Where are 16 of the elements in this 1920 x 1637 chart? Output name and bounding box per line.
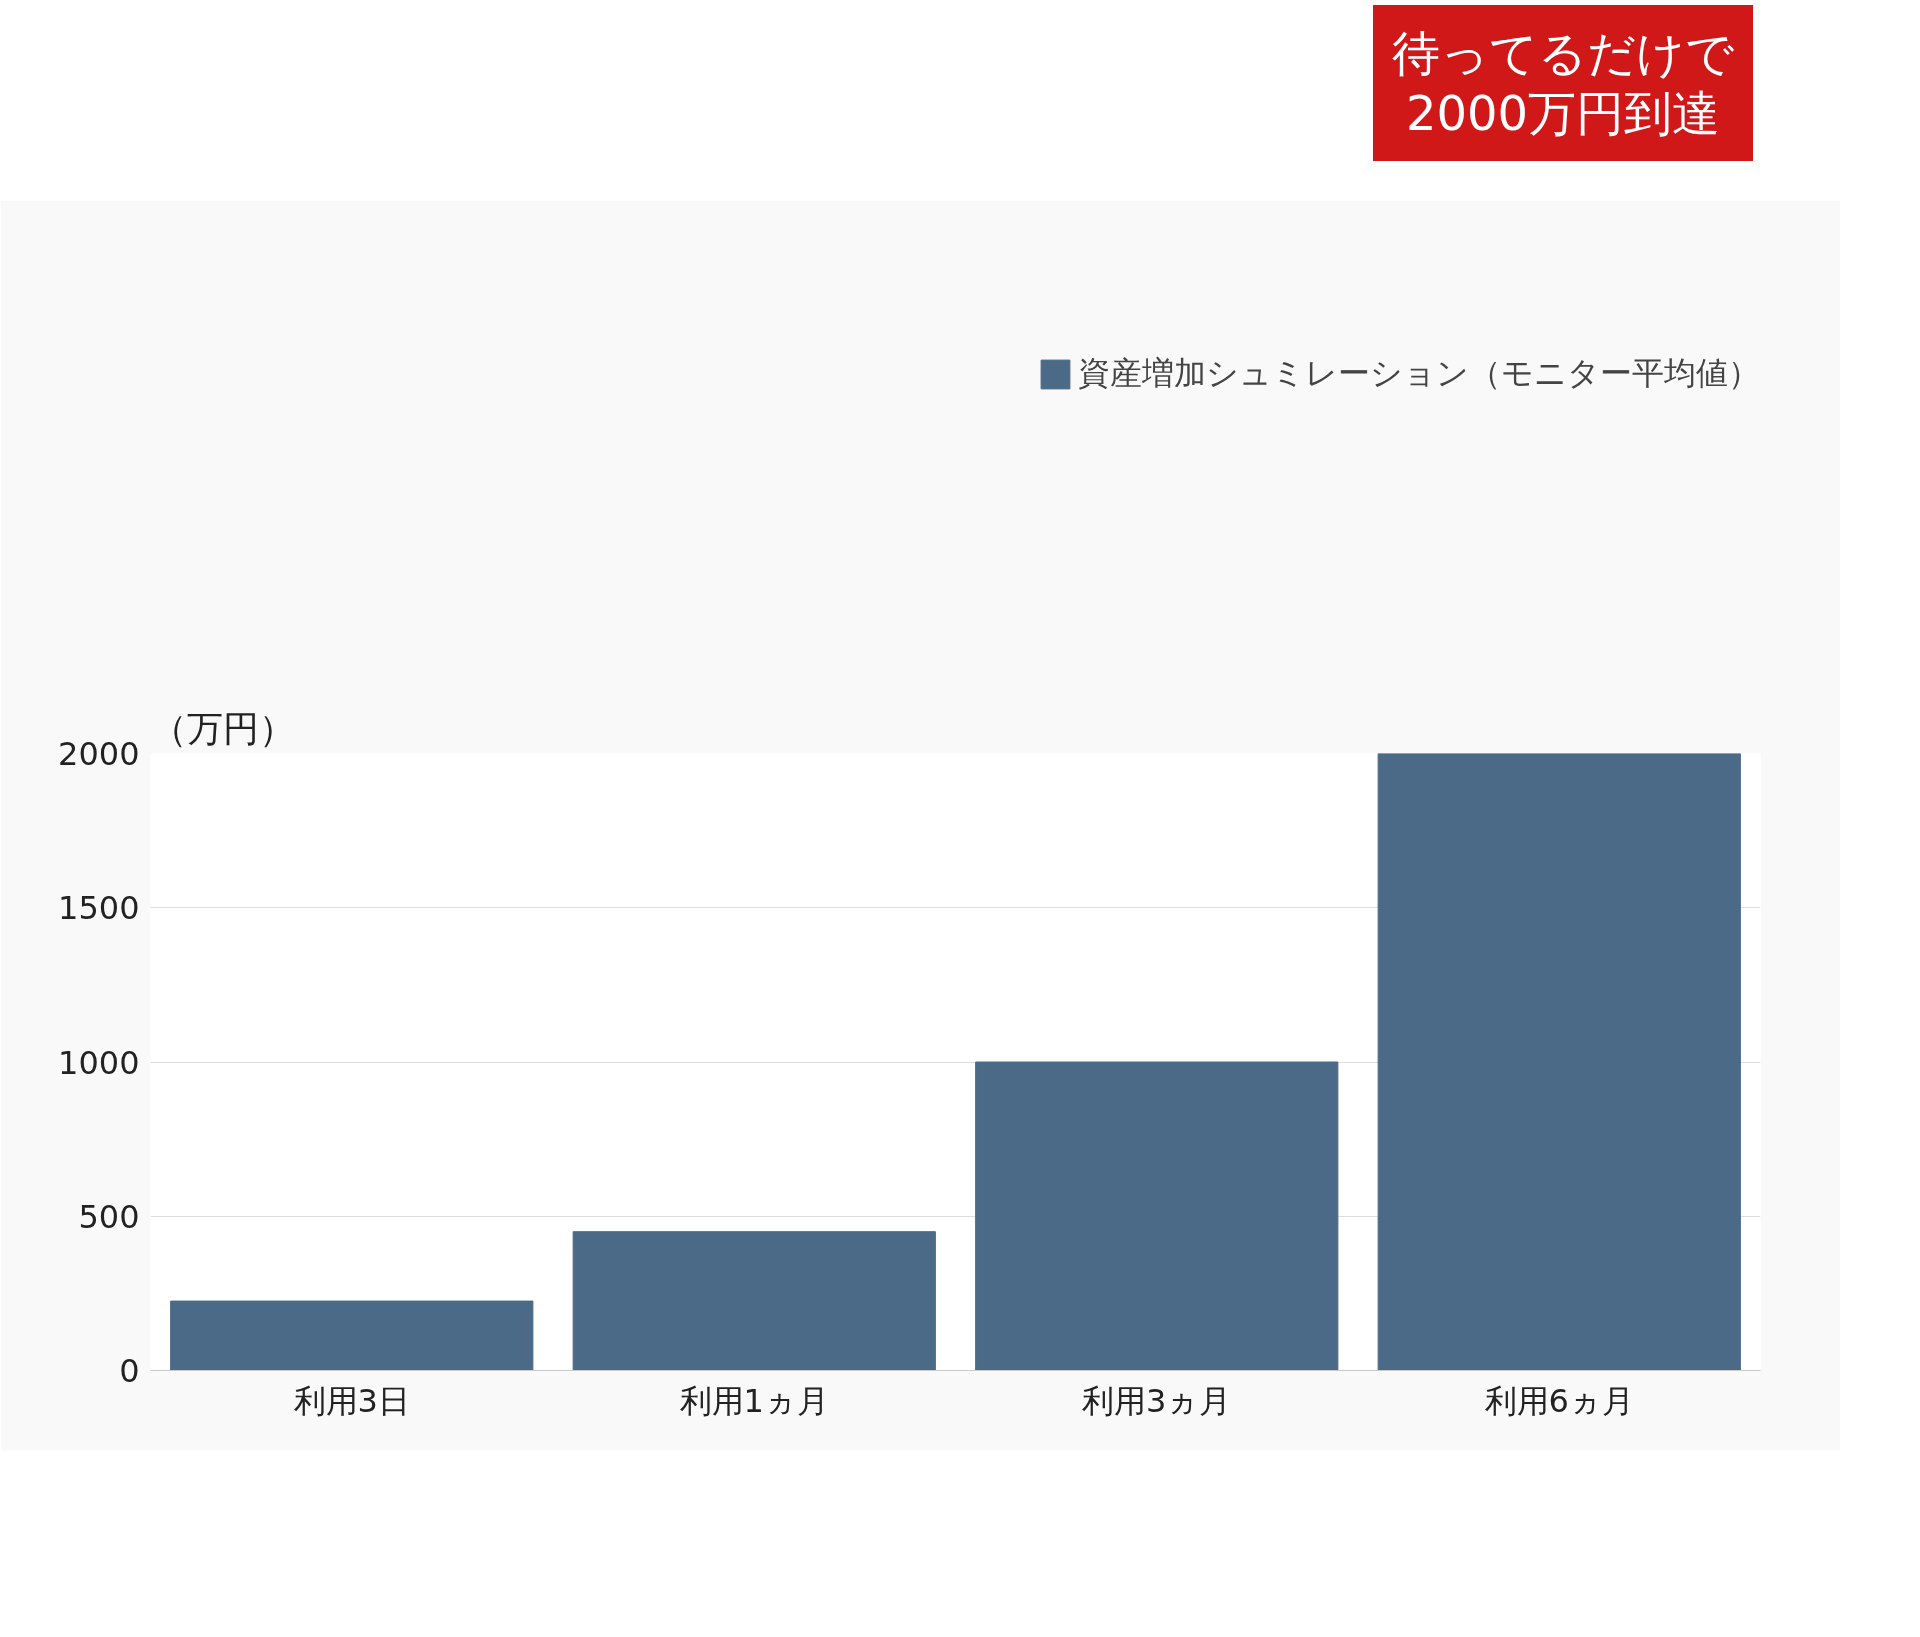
bar [572,1231,936,1371]
y-axis-title: （万円） [150,707,295,749]
x-tick-label: 利用3日 [293,1381,410,1420]
y-tick-label: 1000 [58,1043,140,1082]
y-tick-label: 2000 [58,735,140,773]
legend-label: 資産増加シュミレーション（モニター平均値） [1078,353,1760,394]
bar [975,1061,1339,1371]
y-tick-label: 1500 [58,889,140,928]
x-tick-label: 利用3ヵ月 [1082,1381,1232,1420]
text: 待ってるだけで 2000万円到達 [1373,5,1753,161]
x-tick-label: 利用1ヵ月 [679,1381,829,1420]
x-tick-label: 利用6ヵ月 [1484,1381,1634,1420]
bar [1377,753,1741,1371]
y-tick-label: 500 [78,1197,140,1236]
y-tick-label: 0 [119,1352,140,1390]
bar [170,1300,534,1371]
